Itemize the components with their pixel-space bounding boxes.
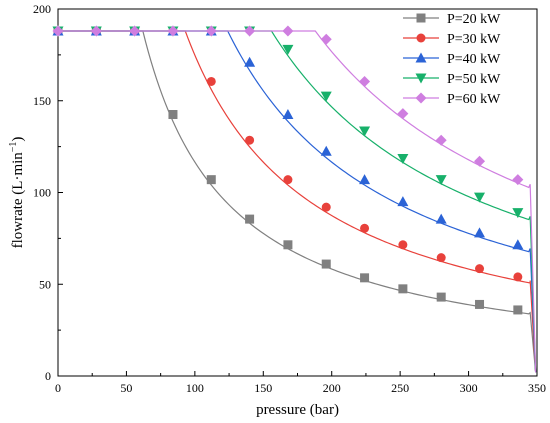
y-tick-label: 200 xyxy=(33,2,51,16)
data-point xyxy=(474,155,486,167)
x-tick-label: 300 xyxy=(460,381,478,395)
y-tick-label: 150 xyxy=(33,94,51,108)
data-point xyxy=(359,75,371,87)
data-point xyxy=(206,175,216,185)
data-point xyxy=(435,213,447,224)
legend-label: P=30 kW xyxy=(447,32,501,47)
x-tick-label: 250 xyxy=(391,381,409,395)
data-point xyxy=(244,56,256,67)
data-point xyxy=(52,25,64,37)
data-point xyxy=(474,192,486,203)
data-point xyxy=(359,174,371,185)
data-point xyxy=(513,272,523,282)
legend-marker xyxy=(415,92,427,104)
y-axis-title: flowrate (L·min−1) xyxy=(8,137,26,249)
data-point xyxy=(245,214,255,224)
x-tick-label: 200 xyxy=(323,381,341,395)
series-60kw xyxy=(52,25,537,373)
data-point xyxy=(168,110,178,120)
data-point xyxy=(397,196,409,207)
data-point xyxy=(359,126,371,137)
y-tick-label: 100 xyxy=(33,186,51,200)
data-point xyxy=(244,25,256,37)
data-point xyxy=(435,134,447,146)
data-point xyxy=(321,259,331,269)
data-point xyxy=(283,240,293,250)
series-line xyxy=(58,30,537,373)
data-point xyxy=(475,299,485,309)
data-point xyxy=(360,273,370,283)
legend: P=20 kW P=30 kW P=40 kW P=50 kW P=60 kW xyxy=(403,12,501,107)
x-axis-title: pressure (bar) xyxy=(256,402,339,418)
series-line xyxy=(58,30,537,373)
data-point xyxy=(436,253,446,263)
data-point xyxy=(512,208,524,219)
x-tick-label: 50 xyxy=(120,381,132,395)
legend-label: P=50 kW xyxy=(447,72,501,87)
series-line xyxy=(58,30,537,373)
data-point xyxy=(283,175,293,185)
data-point xyxy=(167,25,179,37)
data-point xyxy=(512,239,524,250)
legend-marker xyxy=(416,13,426,23)
data-point xyxy=(90,25,102,37)
legend-marker xyxy=(415,73,427,84)
x-tick-label: 350 xyxy=(528,381,546,395)
legend-marker xyxy=(415,52,427,63)
x-tick-label: 0 xyxy=(55,381,61,395)
legend-marker xyxy=(416,33,426,43)
x-tick-label: 150 xyxy=(254,381,272,395)
data-point xyxy=(475,264,485,274)
data-point xyxy=(398,284,408,294)
legend-label: P=60 kW xyxy=(447,92,501,107)
data-point xyxy=(206,76,216,86)
data-point xyxy=(512,174,524,186)
x-tick-label: 100 xyxy=(186,381,204,395)
data-point xyxy=(282,25,294,37)
data-point xyxy=(474,227,486,238)
data-point xyxy=(398,240,408,250)
data-point xyxy=(360,223,370,233)
data-point xyxy=(282,44,294,55)
data-point xyxy=(129,25,141,37)
data-point xyxy=(320,33,332,45)
data-point xyxy=(205,25,217,37)
legend-label: P=20 kW xyxy=(447,12,501,27)
data-point xyxy=(513,305,523,315)
data-point xyxy=(320,91,332,102)
series-line xyxy=(58,30,537,373)
legend-label: P=40 kW xyxy=(447,52,501,67)
y-tick-label: 50 xyxy=(39,277,51,291)
data-point xyxy=(245,135,255,145)
data-point xyxy=(435,175,447,186)
data-point xyxy=(320,145,332,156)
data-point xyxy=(282,109,294,120)
data-point xyxy=(321,202,331,212)
data-point xyxy=(436,292,446,302)
data-point xyxy=(397,154,409,165)
data-point xyxy=(397,108,409,120)
y-tick-label: 0 xyxy=(45,369,51,383)
